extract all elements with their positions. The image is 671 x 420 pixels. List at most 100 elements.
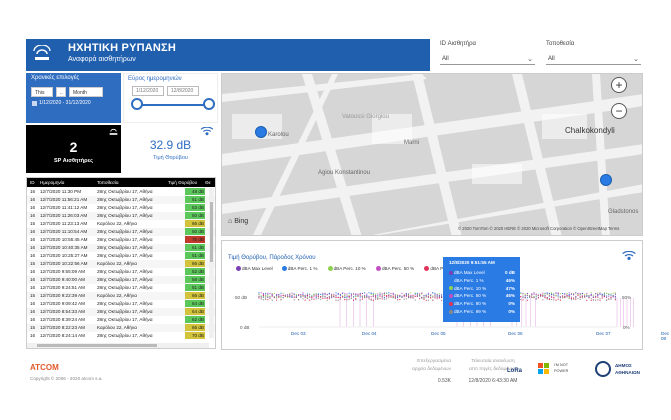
data-point [428, 293, 429, 294]
sensor-pin[interactable] [255, 126, 267, 138]
sensor-map[interactable]: Karolou Vatoussi Giorgiou Chalkokondyli … [221, 73, 643, 236]
location-filter-dropdown[interactable]: All ⌄ [546, 54, 641, 65]
data-point [373, 293, 374, 294]
column-header-extra[interactable]: Θε [205, 178, 211, 187]
data-point [404, 296, 405, 297]
data-point [302, 295, 303, 296]
sensor-pin[interactable] [600, 174, 612, 186]
data-point [269, 293, 270, 294]
data-point [397, 299, 398, 300]
date-end-input[interactable]: 12/8/2020 [167, 86, 199, 96]
data-point [586, 296, 587, 297]
tooltip-title: 12/8/2020 9:51:55 AM [449, 260, 495, 265]
table-row[interactable]: 16 12/7/2020 11:56:21 AM 28ης Οκτωβρίου 17… [27, 196, 216, 204]
data-point [278, 294, 279, 295]
column-header-location[interactable]: Τοποθεσία [97, 178, 119, 187]
data-point [289, 297, 290, 298]
date-start-input[interactable]: 1/12/2020 [132, 86, 164, 96]
table-row[interactable]: 15 12/7/2020 11:23:13 AM Καρόλου 22, Αθήνα… [27, 220, 216, 228]
data-point [533, 292, 534, 293]
data-point [575, 296, 576, 297]
data-point [531, 295, 532, 296]
data-point [384, 295, 385, 296]
table-horizontal-scrollbar[interactable] [27, 343, 209, 348]
cell-date: 12/7/2020 10:25:27 AM [40, 252, 88, 260]
column-header-date[interactable]: Ημερομηνία [40, 178, 64, 187]
table-row[interactable]: 16 12/7/2020 10:25:27 AM 28ης Οκτωβρίου 17… [27, 252, 216, 260]
table-row[interactable]: 16 12/7/2020 8:24:14 AM 28ης Οκτωβρίου 17,… [27, 332, 216, 340]
table-row[interactable]: 16 12/7/2020 10:40:35 AM 28ης Οκτωβρίου 17… [27, 244, 216, 252]
table-row[interactable]: 16 12/7/2020 10:55:45 AM 28ης Οκτωβρίου 17… [27, 236, 216, 244]
data-point [571, 297, 572, 298]
city-name: ΔΗΜΟΣ [615, 363, 632, 368]
table-row[interactable]: 16 12/7/2020 8:39:24 AM 28ης Οκτωβρίου 17,… [27, 316, 216, 324]
data-point [388, 295, 389, 296]
data-point [560, 293, 561, 294]
noise-chart: Τιμή Θορύβου, Πάροδος Χρόνου dBA Max Lev… [221, 240, 643, 350]
period-unit-select[interactable]: Month [69, 87, 103, 97]
data-point [417, 294, 418, 295]
data-point [415, 296, 416, 297]
table-row[interactable]: 16 12/7/2020 9:09:42 AM 28ης Οκτωβρίου 17,… [27, 300, 216, 308]
data-point [329, 297, 330, 298]
period-relative-select[interactable]: This [31, 87, 53, 97]
table-row[interactable]: 16 12/7/2020 11:26:03 AM 28ης Οκτωβρίου 17… [27, 212, 216, 220]
table-scrollbar[interactable] [209, 188, 214, 338]
data-point [269, 296, 270, 297]
table-row[interactable]: 16 12/7/2020 9:55:09 AM 28ης Οκτωβρίου 17,… [27, 268, 216, 276]
table-row[interactable]: 16 12/7/2020 9:24:51 AM 28ης Οκτωβρίου 17,… [27, 284, 216, 292]
data-point [410, 296, 411, 297]
data-point [564, 296, 565, 297]
data-point [553, 297, 554, 298]
table-row[interactable]: 16 12/7/2020 8:54:33 AM 28ης Οκτωβρίου 17,… [27, 308, 216, 316]
sensor-filter-dropdown[interactable]: All ⌄ [440, 54, 535, 65]
column-header-noise[interactable]: Τιμή Θορύβου [168, 178, 197, 187]
data-point [527, 300, 528, 301]
zoom-in-button[interactable]: + [611, 77, 627, 93]
data-point [302, 292, 303, 293]
y-right-tick: 0% [623, 325, 630, 330]
table-row[interactable]: 15 12/7/2020 10:22:56 AM Καρόλου 22, Αθήνα… [27, 260, 216, 268]
street-label: Vatoussi Giorgiou [342, 114, 389, 120]
data-point [371, 294, 372, 295]
date-range-end-handle[interactable] [203, 98, 215, 110]
table-row[interactable]: 15 12/7/2020 8:22:23 AM Καρόλου 22, Αθήνα 6… [27, 324, 216, 332]
data-point [258, 294, 259, 295]
column-header-id[interactable]: ID [30, 178, 35, 187]
date-range-start-handle[interactable] [131, 98, 143, 110]
data-point [399, 295, 400, 296]
table-row[interactable]: 15 12/7/2020 9:22:39 AM Καρόλου 22, Αθήνα 6… [27, 292, 216, 300]
cell-date: 12/7/2020 8:39:24 AM [40, 316, 85, 324]
data-point [421, 298, 422, 299]
city-seal-icon [595, 361, 611, 377]
data-point [529, 296, 530, 297]
data-point [272, 294, 273, 295]
data-point [302, 298, 303, 299]
data-point [547, 298, 548, 299]
cell-location: 28ης Οκτωβρίου 17, Αθήνα [97, 316, 153, 324]
data-point [311, 296, 312, 297]
map-streets [222, 74, 643, 236]
period-count-input[interactable]: .. [56, 87, 66, 97]
data-point [593, 297, 594, 298]
data-point [344, 293, 345, 294]
data-point [549, 298, 550, 299]
city-name2: ΑΘΗΝΑΙΩΝ [615, 370, 640, 375]
data-point [307, 295, 308, 296]
table-row[interactable]: 16 12/7/2020 9:40:00 AM 28ης Οκτωβρίου 17,… [27, 276, 216, 284]
data-point [355, 294, 356, 295]
cell-noise: 61 dB [185, 244, 205, 251]
data-point [423, 298, 424, 299]
data-point [311, 299, 312, 300]
data-point [384, 297, 385, 298]
noise-label: Τιμή Θορύβου [123, 155, 218, 161]
data-point [368, 297, 369, 298]
data-point [340, 297, 341, 298]
data-point [384, 299, 385, 300]
table-row[interactable]: 16 12/7/2020 11:41:12 AM 28ης Οκτωβρίου 17… [27, 204, 216, 212]
data-point [379, 292, 380, 293]
table-row[interactable]: 16 12/7/2020 11:30 PM 28ης Οκτωβρίου 17, Α… [27, 188, 216, 196]
data-point [349, 297, 350, 298]
table-row[interactable]: 16 12/7/2020 11:10:54 AM 28ης Οκτωβρίου 17… [27, 228, 216, 236]
zoom-out-button[interactable]: − [611, 103, 627, 119]
